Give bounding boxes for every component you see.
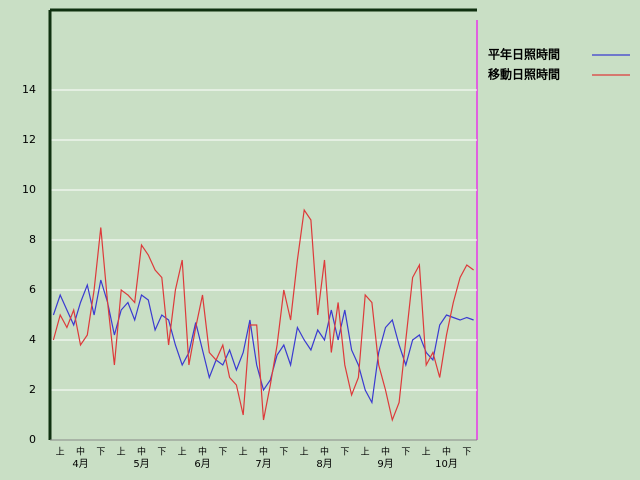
x-tick-label: 中: [381, 446, 390, 458]
x-tick-label: 中: [259, 446, 268, 458]
x-tick-label: 上: [300, 447, 309, 458]
x-tick-label: 下: [279, 448, 288, 458]
legend-label: 移動日照時間: [488, 67, 560, 82]
x-tick-label: 上: [178, 447, 187, 458]
x-tick-label: 中: [137, 446, 146, 458]
y-tick-label: 2: [29, 383, 36, 396]
month-label: 5月: [133, 458, 149, 470]
month-label: 7月: [255, 458, 271, 470]
x-tick-label: 下: [96, 448, 105, 458]
x-tick-label: 中: [320, 446, 329, 458]
series-line: [52, 208, 474, 423]
y-tick-label: 0: [29, 433, 36, 446]
month-label: 10月: [435, 458, 458, 470]
x-tick-label: 上: [117, 447, 126, 458]
y-tick-label: 10: [22, 183, 36, 196]
month-label: 6月: [194, 458, 210, 470]
x-tick-label: 下: [401, 448, 410, 458]
x-tick-label: 上: [56, 447, 65, 458]
legend-label: 平年日照時間: [488, 47, 560, 62]
y-tick-label: 6: [29, 283, 36, 296]
y-tick-label: 14: [22, 83, 36, 96]
x-tick-label: 中: [442, 446, 451, 458]
x-tick-label: 中: [76, 446, 85, 458]
y-tick-label: 8: [29, 233, 36, 246]
x-tick-label: 下: [462, 448, 471, 458]
x-tick-label: 下: [218, 448, 227, 458]
y-tick-label: 4: [29, 333, 36, 346]
month-label: 8月: [316, 458, 332, 470]
x-tick-label: 下: [157, 448, 166, 458]
x-tick-label: 上: [422, 447, 431, 458]
x-tick-label: 下: [340, 448, 349, 458]
x-tick-label: 上: [239, 447, 248, 458]
x-tick-label: 中: [198, 446, 207, 458]
x-tick-label: 上: [361, 447, 370, 458]
month-label: 4月: [72, 458, 88, 470]
y-tick-label: 12: [22, 133, 36, 146]
month-label: 9月: [377, 458, 393, 470]
